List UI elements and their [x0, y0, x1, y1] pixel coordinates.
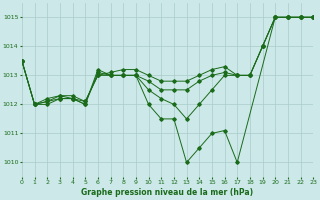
X-axis label: Graphe pression niveau de la mer (hPa): Graphe pression niveau de la mer (hPa): [82, 188, 254, 197]
